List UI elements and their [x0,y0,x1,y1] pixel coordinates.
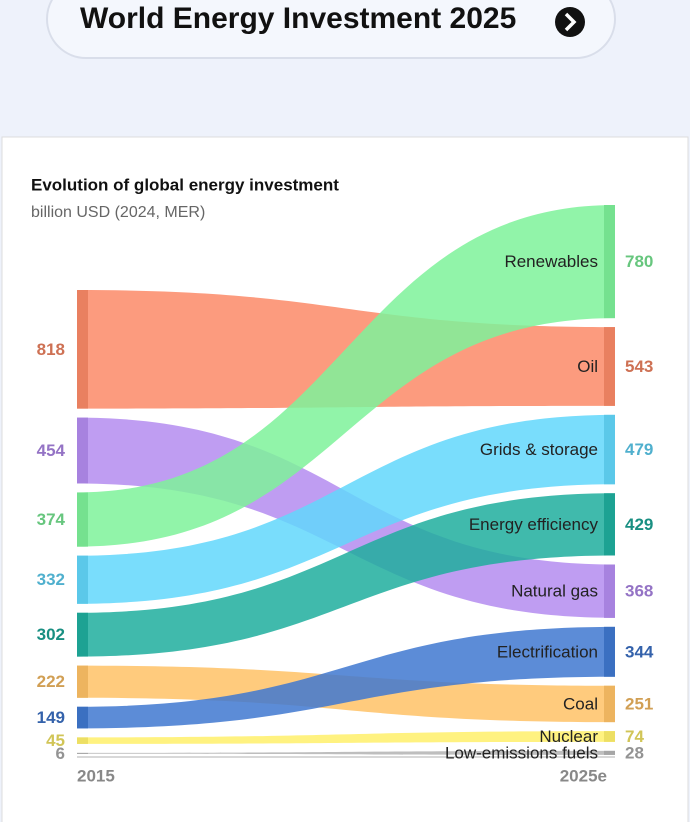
value-label: 222 [37,672,65,691]
value-label: 28 [625,743,644,762]
series-name: Grids & storage [480,440,598,459]
value-label: 251 [625,694,653,713]
band [77,731,615,744]
value-label: 780 [625,252,653,271]
bar-2025 [604,327,615,406]
series-name: Natural gas [511,582,598,601]
series-name: Renewables [504,252,598,271]
header-pill[interactable] [46,0,616,59]
series-name: Nuclear [539,727,598,746]
bar-2025 [604,414,615,485]
bar-2015 [77,737,88,744]
band [77,626,615,729]
value-label: 332 [37,570,65,589]
value-label: 149 [37,708,65,727]
value-label: 74 [625,727,644,746]
series-name: Energy efficiency [469,515,599,534]
labels: 818 543 Oil 454 368 Natural gas 374 780 Renewabl… [37,252,654,763]
bar-2015 [77,706,88,729]
value-label: 6 [56,744,65,763]
end-bars [77,205,615,755]
bar-2015 [77,752,88,754]
chart-title: Evolution of global energy investment [31,175,339,194]
bar-2025 [604,205,615,319]
plot: 818 543 Oil 454 368 Natural gas 374 780 Renewabl… [37,205,654,785]
bar-2025 [604,626,615,677]
value-label: 543 [625,357,653,376]
bar-2025 [604,731,615,742]
bar-2015 [77,612,88,657]
value-label: 368 [625,582,653,601]
series-name: Coal [563,694,598,713]
x-tick-label: 2015 [77,766,115,785]
band [77,493,615,657]
band [77,205,615,547]
chevron [564,12,577,32]
value-label: 479 [625,440,653,459]
series-name: Low-emissions fuels [445,743,598,762]
bar-2015 [77,665,88,698]
bar-2025 [604,564,615,618]
value-label: 344 [625,642,654,661]
bar-2015 [77,290,88,409]
bar-2025 [604,685,615,723]
series-name: Electrification [497,642,598,661]
value-label: 374 [37,510,66,529]
header-title[interactable]: World Energy Investment 2025 [80,2,516,35]
series-name: Oil [577,357,598,376]
bands [77,205,615,758]
bar-2015 [77,417,88,484]
chart-subtitle: billion USD (2024, MER) [31,204,205,221]
x-tick-label: 2025e [560,766,607,785]
bar-2015 [77,492,88,547]
band [77,414,615,604]
value-label: 429 [625,515,653,534]
bar-2025 [604,750,615,755]
band [77,750,615,755]
value-label: 818 [37,340,65,359]
value-label: 45 [46,731,65,750]
bar-2025 [604,493,615,556]
value-label: 454 [37,441,66,460]
value-label: 302 [37,625,65,644]
arrow-icon[interactable] [555,7,585,37]
bar-2015 [77,555,88,604]
